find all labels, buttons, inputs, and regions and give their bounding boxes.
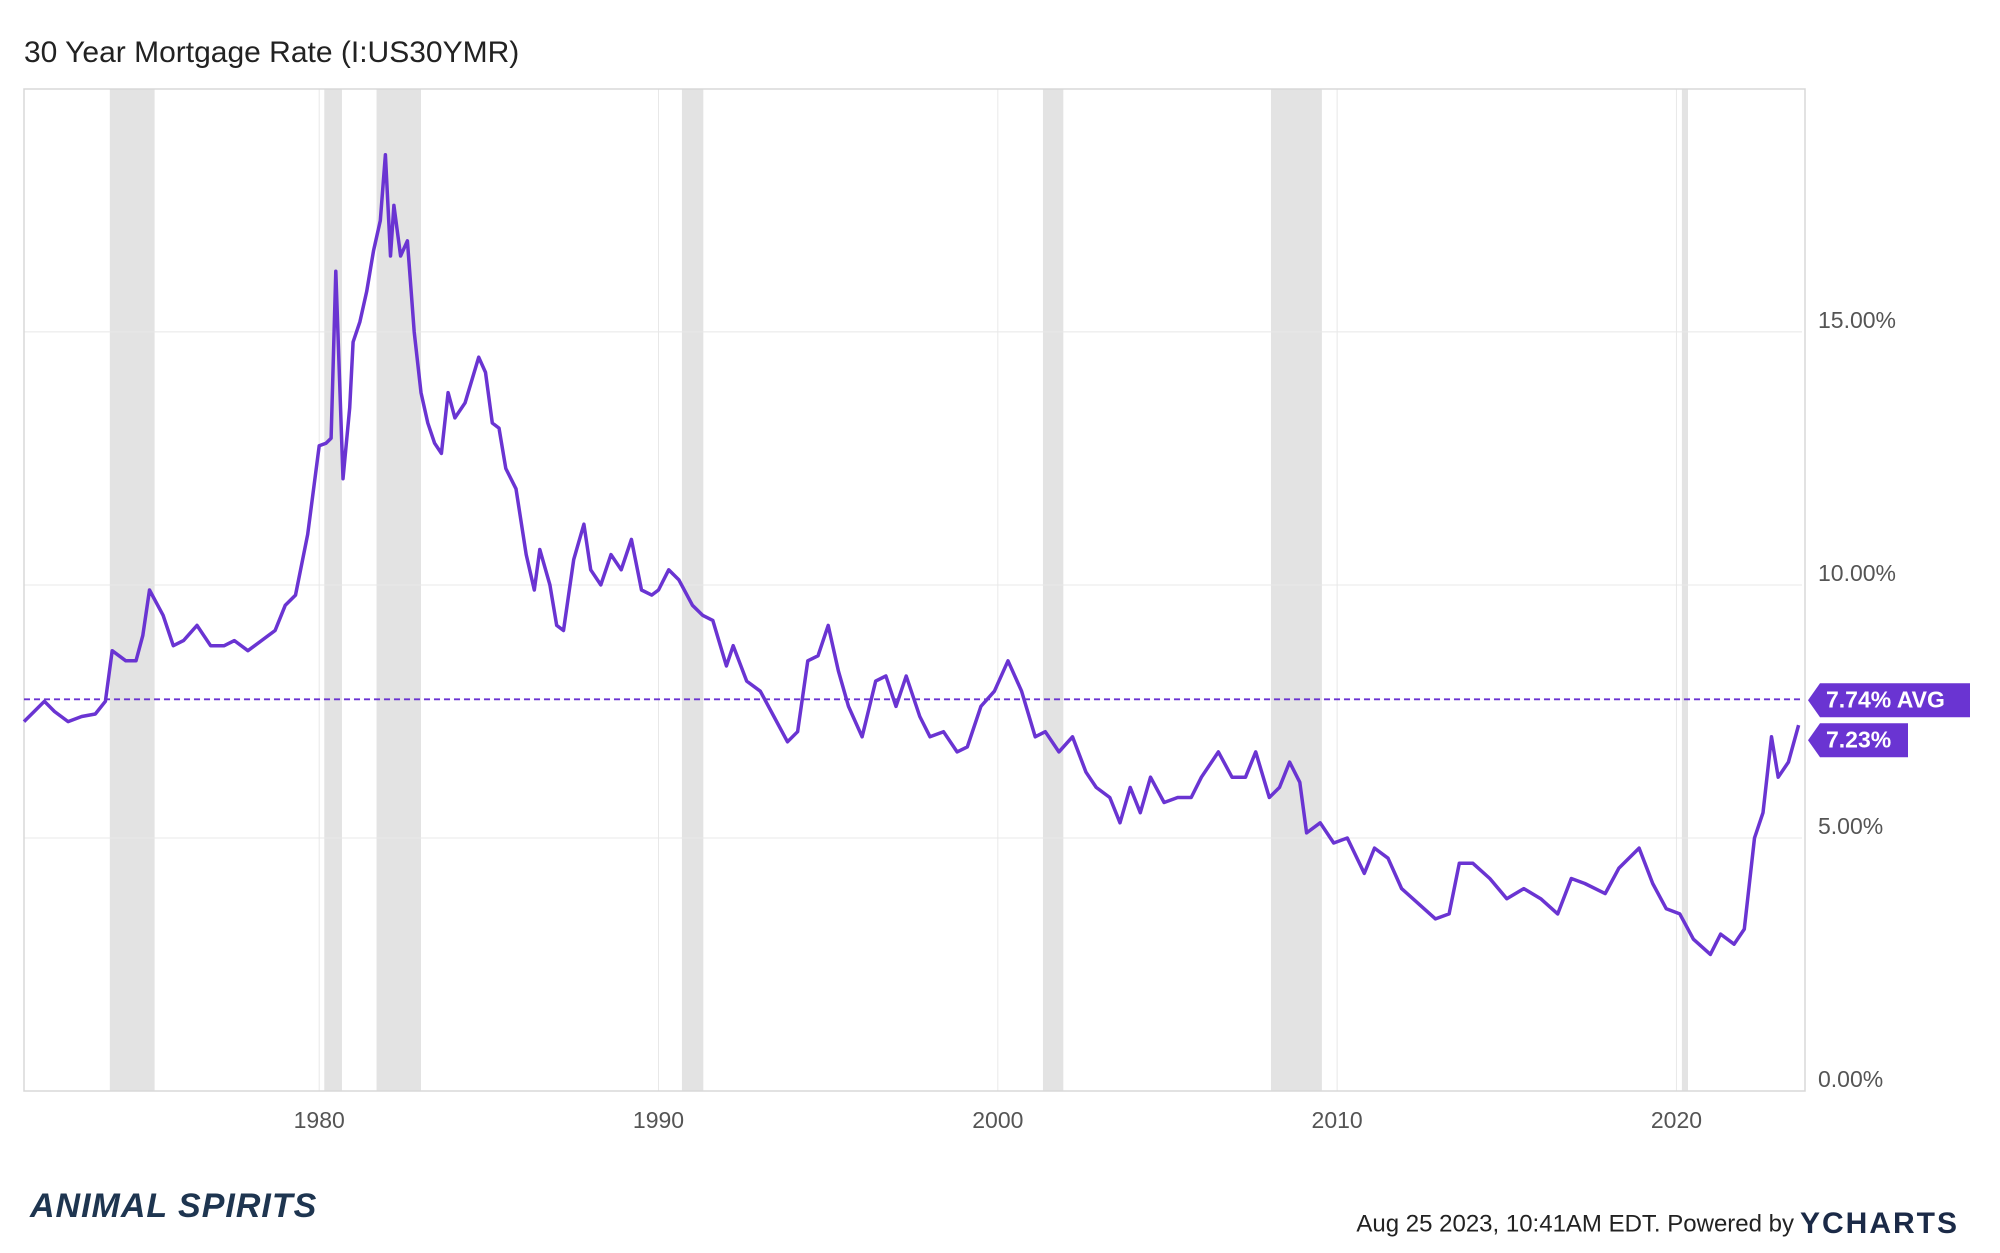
x-tick-label: 1990 [633, 1107, 684, 1133]
x-tick-label: 1980 [294, 1107, 345, 1133]
x-tick-label: 2010 [1312, 1107, 1363, 1133]
average-label: 7.74% AVG [1826, 686, 1945, 712]
shaded-period [1270, 89, 1322, 1091]
plot-frame [23, 88, 1806, 1092]
y-tick-label: 10.00% [1818, 560, 1896, 586]
shaded-period [1681, 89, 1688, 1091]
average-tag [1808, 683, 1970, 718]
logo: ANIMAL SPIRITS [29, 1187, 317, 1225]
current-label: 7.23% [1826, 726, 1891, 752]
line [22, 153, 1801, 957]
shaded-period [681, 89, 704, 1091]
shaded-period [1042, 89, 1064, 1091]
x-tick-label: 2000 [972, 1107, 1023, 1133]
shaded-period [324, 89, 342, 1091]
current-tag [1808, 723, 1908, 758]
shaded-period [376, 89, 421, 1091]
y-tick-label: 15.00% [1818, 307, 1896, 333]
y-tick-label: 0.00% [1818, 1066, 1883, 1092]
x-tick-label: 2020 [1651, 1107, 1702, 1133]
y-tick-label: 5.00% [1818, 813, 1883, 839]
shaded-period [109, 89, 155, 1091]
footer: Aug 25 2023, 10:41AM EDT. Powered by [1356, 1210, 1794, 1237]
brand: YCHARTS [1800, 1207, 1959, 1240]
chart-title: 30 Year Mortgage Rate (I:US30YMR) [24, 36, 519, 69]
